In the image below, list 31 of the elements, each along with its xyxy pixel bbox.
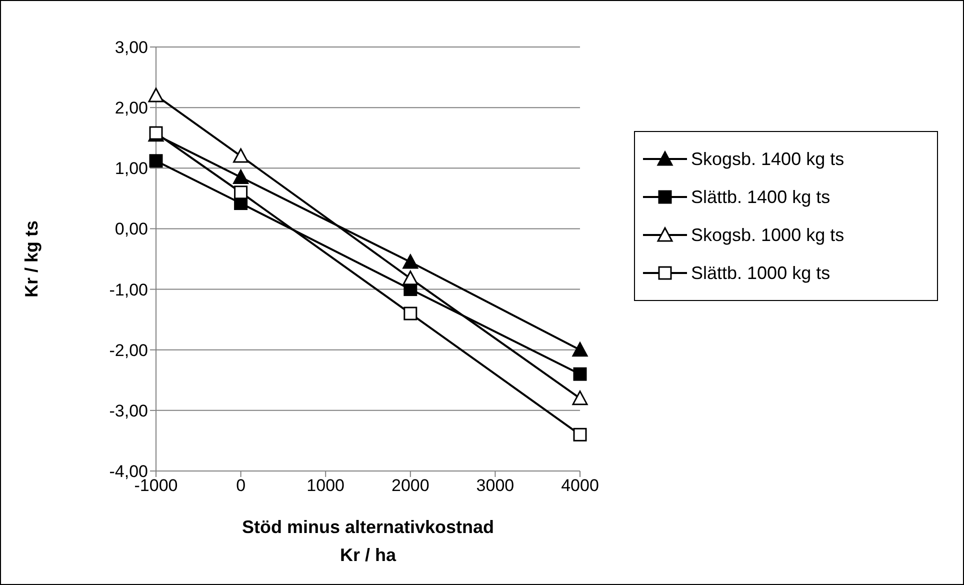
point [149,154,163,168]
point [572,390,588,406]
y-tick-label: -3,00 [109,401,148,420]
y-tick-label: 2,00 [114,98,148,118]
legend-label: Skogsb. 1000 kg ts [691,224,844,246]
y-tick-label: -2,00 [109,340,148,360]
x-tick-label: 0 [236,476,246,496]
point [148,88,164,102]
x-tick-label: 2000 [391,476,430,496]
point [233,169,249,184]
point [402,254,418,269]
x-tick-label: 3000 [476,476,514,496]
legend-label: Slättb. 1000 kg ts [691,262,830,284]
y-tick-label: -1,00 [109,280,148,300]
point [234,186,248,200]
point [573,428,587,442]
point [233,148,249,163]
x-tick-label: 1000 [306,476,345,496]
point [404,306,418,320]
point [572,342,588,357]
y-tick-label: 1,00 [114,159,148,178]
y-axis-title: Kr / kg ts [21,220,42,298]
legend-label: Skogsb. 1400 kg ts [691,148,844,170]
point [402,270,418,286]
x-tick-label: 4000 [561,476,599,496]
x-tick-label: -1000 [134,476,178,496]
legend-label: Slättb. 1400 kg ts [691,186,830,208]
x-axis-title: Stöd minus alternativkostnad Kr / ha [242,517,494,565]
y-tick-label: 3,00 [114,38,148,58]
y-tick-label: 0,00 [114,220,148,239]
point [573,367,587,381]
